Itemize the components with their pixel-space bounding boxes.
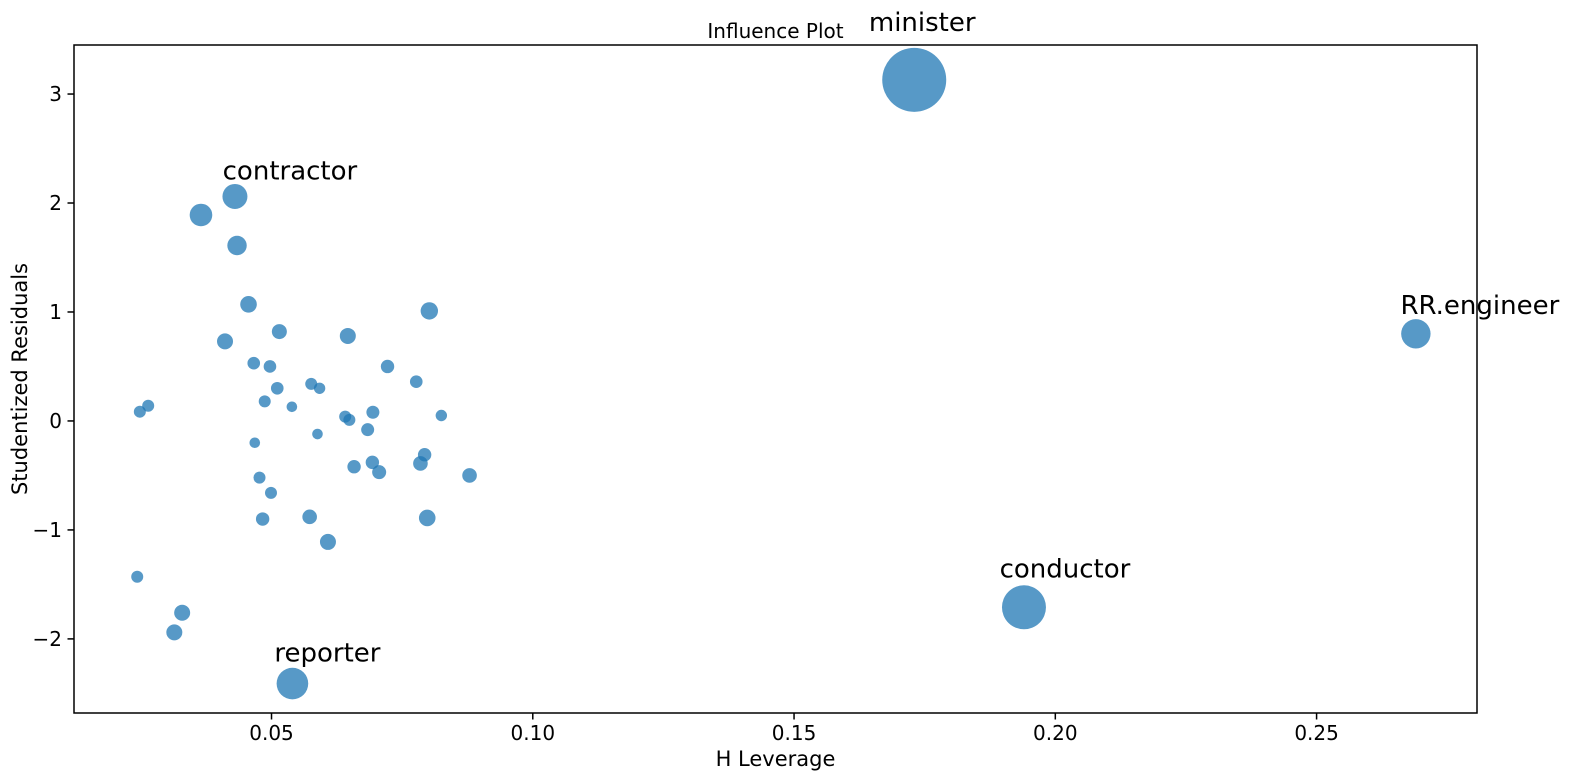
data-point <box>418 509 436 527</box>
y-tick-label: 2 <box>49 191 62 215</box>
data-point <box>366 405 380 419</box>
data-point <box>133 405 146 418</box>
x-tick-label: 0.25 <box>1294 721 1339 745</box>
data-point <box>131 570 144 583</box>
data-point <box>420 302 439 320</box>
chart-title: Influence Plot <box>707 19 843 43</box>
data-point-contractor <box>222 183 248 209</box>
data-point <box>319 533 336 550</box>
data-point <box>435 409 448 422</box>
point-label-minister: minister <box>869 8 976 38</box>
data-point <box>302 509 317 525</box>
y-axis-label: Studentized Residuals <box>8 263 32 495</box>
x-tick-label: 0.20 <box>1033 721 1078 745</box>
scatter-points-layer <box>131 47 1431 700</box>
y-tick-label: −2 <box>33 627 62 651</box>
data-point <box>247 356 261 370</box>
data-point <box>343 413 356 426</box>
data-point-RR.engineer <box>1401 319 1431 349</box>
data-point <box>380 359 395 374</box>
data-point <box>462 468 477 483</box>
y-tick-label: 0 <box>49 409 62 433</box>
point-label-conductor: conductor <box>1000 554 1131 584</box>
data-point <box>240 296 257 313</box>
data-point <box>413 456 428 471</box>
data-point <box>189 203 213 227</box>
data-point-minister <box>882 47 947 112</box>
x-tick-label: 0.10 <box>511 721 556 745</box>
x-axis-ticks: 0.05 0.10 0.15 0.20 0.25 <box>249 713 1339 745</box>
data-point <box>264 486 277 499</box>
data-point <box>249 437 261 449</box>
data-point <box>286 401 298 413</box>
data-point <box>166 624 183 641</box>
data-point <box>258 395 271 408</box>
data-point <box>409 375 423 389</box>
y-tick-label: −1 <box>33 518 62 542</box>
data-point-reporter <box>276 667 309 700</box>
y-axis-ticks: 3 2 1 0 −1 −2 <box>33 82 74 651</box>
data-point <box>361 423 375 437</box>
data-point <box>271 324 287 340</box>
data-point <box>263 360 277 373</box>
data-point <box>142 399 155 412</box>
point-label-RR.engineer: RR.engineer <box>1400 291 1559 321</box>
data-point <box>372 465 387 480</box>
data-point <box>313 382 326 394</box>
data-point-conductor <box>1001 585 1046 630</box>
x-tick-label: 0.15 <box>772 721 817 745</box>
data-point <box>217 333 234 350</box>
y-tick-label: 3 <box>49 82 62 106</box>
data-point <box>365 455 380 470</box>
data-point <box>312 428 323 440</box>
x-axis-label: H Leverage <box>716 747 836 771</box>
data-point <box>347 460 361 474</box>
x-tick-label: 0.05 <box>249 721 294 745</box>
data-point <box>227 235 247 256</box>
data-point <box>253 471 266 484</box>
point-label-contractor: contractor <box>223 156 358 186</box>
y-tick-label: 1 <box>49 300 62 324</box>
point-annotations-layer: minister contractor reporter conductor RR.en… <box>223 8 1560 669</box>
data-point <box>270 381 284 395</box>
plot-border <box>73 44 1478 714</box>
data-point <box>255 512 270 526</box>
data-point <box>339 327 356 344</box>
data-point <box>174 604 191 621</box>
point-label-reporter: reporter <box>274 639 380 669</box>
